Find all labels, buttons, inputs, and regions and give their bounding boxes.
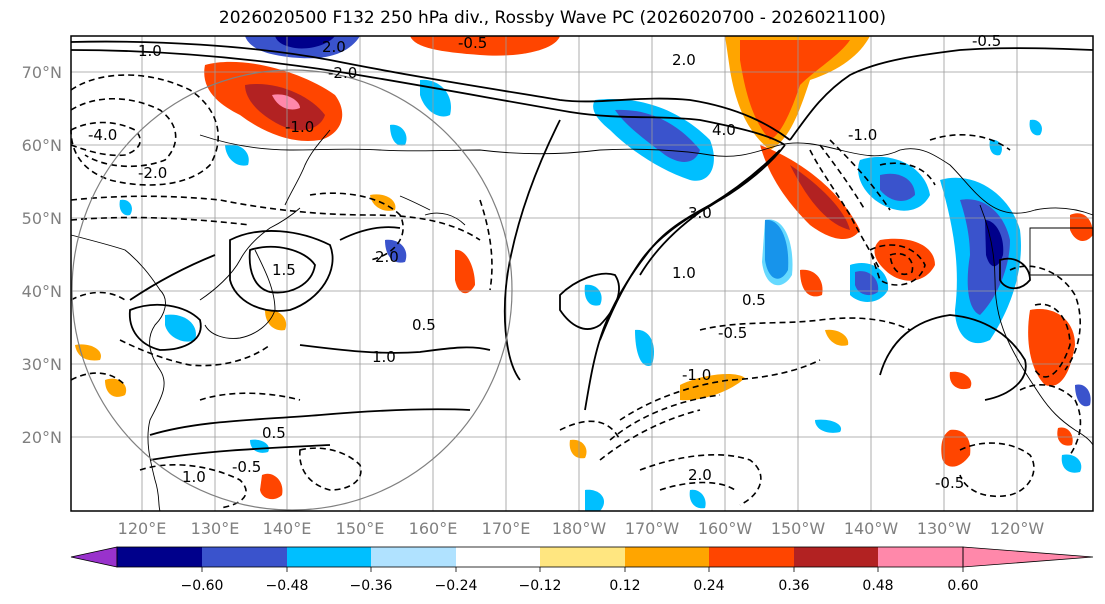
contour-label: 1.0 <box>672 264 696 282</box>
contour-label: 0.5 <box>412 316 436 334</box>
colorbar-tick-label: −0.60 <box>181 578 224 594</box>
lat-label: 30°N <box>22 355 62 374</box>
colorbar-tick-label: −0.12 <box>519 578 562 594</box>
colorbar-segment <box>287 547 371 567</box>
colorbar-tick-label: −0.36 <box>350 578 393 594</box>
lat-label: 60°N <box>22 136 62 155</box>
lon-label: 130°W <box>917 519 972 538</box>
contour-label: 3.0 <box>688 204 712 222</box>
lon-label: 140°W <box>844 519 899 538</box>
lat-label: 20°N <box>22 428 62 447</box>
lon-label: 120°W <box>990 519 1045 538</box>
lon-label: 150°E <box>336 519 385 538</box>
colorbar-tick-label: 0.36 <box>778 578 809 594</box>
contour-label: 0.5 <box>262 424 286 442</box>
contour-label: -0.5 <box>458 34 487 52</box>
colorbar-segment <box>540 547 625 567</box>
colorbar-segment <box>625 547 709 567</box>
colorbar-segment <box>117 547 202 567</box>
colorbar-tick-label: 0.24 <box>693 578 724 594</box>
contour-label: -2.0 <box>328 64 357 82</box>
contour-label: -2.0 <box>138 164 167 182</box>
contour-label: -0.5 <box>232 458 261 476</box>
lat-label: 40°N <box>22 282 62 301</box>
contour-label: 1.0 <box>182 468 206 486</box>
lon-label: 170°E <box>482 519 531 538</box>
negative-contours <box>70 74 1082 509</box>
contour-label: -1.0 <box>682 366 711 384</box>
contour-label: 2.0 <box>322 38 346 56</box>
map-frame <box>70 35 1094 512</box>
contour-label: -0.5 <box>935 474 964 492</box>
colorbar-extend-right <box>963 547 1093 567</box>
colorbar-segment <box>794 547 878 567</box>
lon-label: 180°W <box>552 519 607 538</box>
contour-label: -1.0 <box>848 126 877 144</box>
contour-label: 1.5 <box>272 261 296 279</box>
colorbar-segment <box>456 547 540 567</box>
lon-label: 140°E <box>263 519 312 538</box>
lon-label: 160°W <box>698 519 753 538</box>
contour-labels: 2.0 1.0 -0.5 -4.0 -2.0 -1.0 0.5 1.5 2.0 … <box>88 32 1001 492</box>
lon-label: 120°E <box>118 519 167 538</box>
contour-label: 2.0 <box>672 51 696 69</box>
map-background <box>71 36 1093 511</box>
colorbar-segment <box>709 547 794 567</box>
contour-label: 0.5 <box>742 291 766 309</box>
contour-label: 4.0 <box>712 121 736 139</box>
chart-title: 2026020500 F132 250 hPa div., Rossby Wav… <box>218 8 887 28</box>
lon-label: 170°W <box>625 519 680 538</box>
colorbar-tick-label: 0.48 <box>862 578 893 594</box>
contour-label: -0.5 <box>972 32 1001 50</box>
colorbar-extend-left <box>70 546 118 568</box>
contour-label: 1.0 <box>138 42 162 60</box>
lat-label: 50°N <box>22 209 62 228</box>
reference-circle <box>71 69 513 511</box>
colorbar-segment <box>202 547 287 567</box>
latitude-labels: 70°N 60°N 50°N 40°N 30°N 20°N <box>22 63 62 447</box>
longitude-labels: 120°E 130°E 140°E 150°E 160°E 170°E 180°… <box>118 519 1045 538</box>
colorbar-outline-right <box>962 546 1094 568</box>
lat-label: 70°N <box>22 63 62 82</box>
lon-label: 130°E <box>191 519 240 538</box>
contour-label: 2.0 <box>375 248 399 266</box>
graticule <box>71 36 1093 511</box>
coastlines <box>70 129 1094 512</box>
colorbar-tick-label: −0.24 <box>435 578 478 594</box>
colorbar-tick-label: 0.12 <box>609 578 640 594</box>
colorbar-segment <box>878 547 963 567</box>
colorbar-tick-label: −0.48 <box>266 578 309 594</box>
lon-label: 150°W <box>771 519 826 538</box>
colorbar-tick-label: 0.60 <box>947 578 978 594</box>
lon-label: 160°E <box>409 519 458 538</box>
contour-label: 2.0 <box>688 466 712 484</box>
divergence-shading <box>75 36 1093 511</box>
contour-label: -0.5 <box>718 324 747 342</box>
contour-label: -1.0 <box>285 118 314 136</box>
contour-label: 1.0 <box>372 348 396 366</box>
colorbar-ticks <box>201 567 964 572</box>
colorbar: −0.60 −0.48 −0.36 −0.24 −0.12 0.12 0.24 … <box>70 546 1094 594</box>
colorbar-segment <box>371 547 456 567</box>
contour-label: -4.0 <box>88 126 117 144</box>
